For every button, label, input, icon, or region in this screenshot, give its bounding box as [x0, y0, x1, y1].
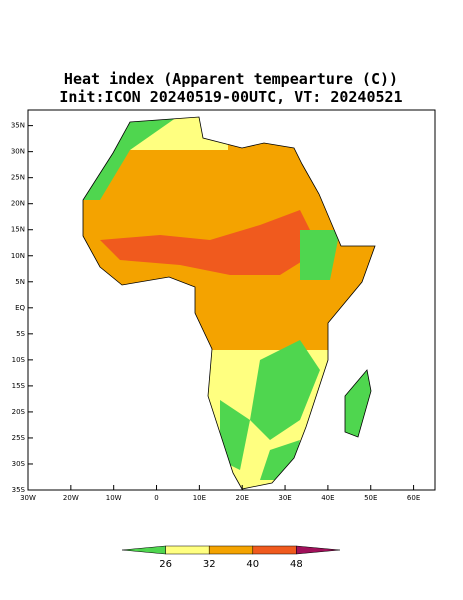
coastline	[82, 116, 376, 490]
x-tick-label: 10W	[106, 494, 122, 502]
x-tick-label: 10E	[193, 494, 206, 502]
subtitle: Init:ICON 20240519-00UTC, VT: 20240521	[59, 88, 402, 106]
y-tick-label: 30N	[11, 148, 25, 156]
colorbar-label: 26	[159, 559, 172, 570]
madagascar	[344, 369, 372, 438]
x-tick-label: 50E	[364, 494, 377, 502]
x-tick-label: 30E	[278, 494, 291, 502]
y-tick-label: 10S	[12, 356, 26, 364]
y-tick-label: 5S	[16, 330, 25, 338]
y-tick-label: 25N	[11, 174, 25, 182]
x-tick-label: 20W	[63, 494, 79, 502]
colorbar-label: 40	[246, 559, 259, 570]
x-tick-label: 60E	[407, 494, 420, 502]
colorbar-box	[165, 545, 210, 555]
title: Heat index (Apparent tempearture (C))	[64, 70, 398, 88]
y-tick-label: 20S	[12, 408, 26, 416]
colorbar-triangle	[121, 545, 166, 555]
x-tick-label: 30W	[20, 494, 36, 502]
y-tick-label: 10N	[11, 252, 25, 260]
y-tick-label: 15N	[11, 226, 25, 234]
colorbar-box	[208, 545, 254, 555]
map-frame	[27, 109, 436, 491]
y-tick-label: 20N	[11, 200, 25, 208]
y-tick-label: 5N	[15, 278, 25, 286]
colorbar-box	[252, 545, 297, 555]
y-tick-label: 25S	[12, 434, 26, 442]
y-tick-label: 35S	[12, 486, 26, 494]
x-tick-label: 40E	[321, 494, 334, 502]
x-tick-label: 20E	[236, 494, 249, 502]
y-tick-label: 35N	[11, 122, 25, 130]
heat-field	[83, 117, 375, 489]
x-tick-label: 0	[154, 494, 158, 502]
y-tick-label: 15S	[12, 382, 26, 390]
y-tick-label: EQ	[15, 304, 25, 312]
colorbar-label: 48	[290, 559, 303, 570]
colorbar-label: 32	[203, 559, 216, 570]
colorbar-triangle	[296, 545, 341, 555]
y-tick-label: 30S	[12, 460, 26, 468]
